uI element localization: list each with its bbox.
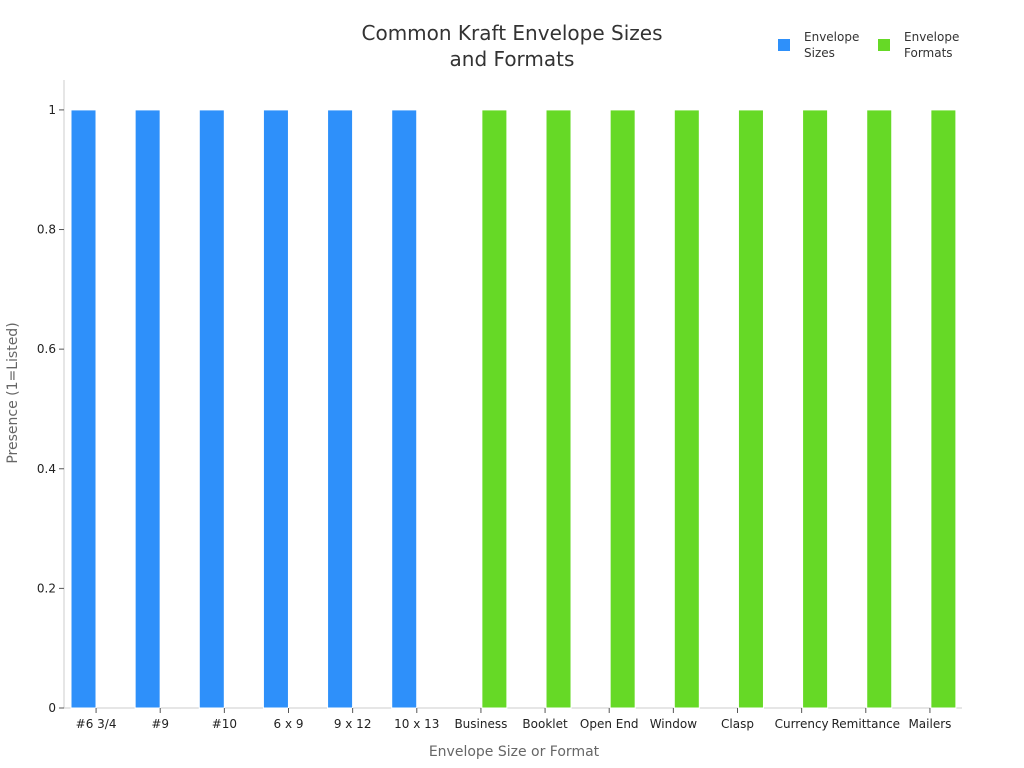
x-tick-label: #9 xyxy=(151,717,169,731)
x-tick-label: Booklet xyxy=(522,717,568,731)
bar-envelope-formats[interactable] xyxy=(737,109,764,709)
chart-title-line-2: and Formats xyxy=(450,47,575,71)
y-tick-label: 0.8 xyxy=(37,223,56,237)
x-tick-label: 10 x 13 xyxy=(394,717,439,731)
legend-label-envelope-sizes-line-1: Envelope xyxy=(804,30,859,44)
x-tick-label: Mailers xyxy=(908,717,951,731)
bar-envelope-sizes[interactable] xyxy=(198,109,225,709)
x-tick-label: Window xyxy=(650,717,698,731)
bar-envelope-formats[interactable] xyxy=(802,109,829,709)
x-tick-label: Remittance xyxy=(832,717,901,731)
chart-title-line-1: Common Kraft Envelope Sizes xyxy=(362,21,663,45)
y-tick-label: 0.6 xyxy=(37,342,56,356)
x-axis-ticks: #6 3/4 #9 #10 6 x 9 9 x 12 10 x 13 Business Boo… xyxy=(76,708,951,731)
chart-title: Common Kraft Envelope Sizes and Formats xyxy=(362,21,663,71)
y-tick-label: 1 xyxy=(48,103,56,117)
x-tick-label: #6 3/4 xyxy=(76,717,117,731)
bar-envelope-formats[interactable] xyxy=(481,109,508,709)
bar-envelope-sizes[interactable] xyxy=(391,109,418,709)
x-axis-title: Envelope Size or Format xyxy=(429,744,600,760)
bar-envelope-formats[interactable] xyxy=(673,109,700,709)
bar-envelope-formats[interactable] xyxy=(866,109,893,709)
y-tick-label: 0.4 xyxy=(37,462,56,476)
y-axis-title: Presence (1=Listed) xyxy=(5,322,21,463)
bar-envelope-formats[interactable] xyxy=(930,109,957,709)
legend-label-envelope-formats-line-1: Envelope xyxy=(904,30,959,44)
bar-envelope-sizes[interactable] xyxy=(262,109,289,709)
bar-envelope-formats[interactable] xyxy=(609,109,636,709)
legend-label-envelope-formats-line-2: Formats xyxy=(904,46,953,60)
legend-swatch-envelope-sizes[interactable] xyxy=(778,39,790,51)
x-tick-label: Currency xyxy=(775,717,829,731)
bar-envelope-sizes[interactable] xyxy=(134,109,161,709)
bars xyxy=(70,109,957,709)
x-tick-label: 9 x 12 xyxy=(334,717,372,731)
bar-envelope-sizes[interactable] xyxy=(70,109,97,709)
legend-label-envelope-sizes-line-2: Sizes xyxy=(804,46,835,60)
legend-swatch-envelope-formats[interactable] xyxy=(878,39,890,51)
y-tick-label: 0.2 xyxy=(37,581,56,595)
legend: Envelope Sizes Envelope Formats xyxy=(778,30,959,60)
x-tick-label: Business xyxy=(454,717,507,731)
x-tick-label: #10 xyxy=(212,717,237,731)
x-tick-label: Clasp xyxy=(721,717,754,731)
x-tick-label: Open End xyxy=(580,717,639,731)
y-tick-label: 0 xyxy=(48,701,56,715)
bar-envelope-sizes[interactable] xyxy=(327,109,354,709)
y-axis-ticks: 0 0.2 0.4 0.6 0.8 1 xyxy=(37,103,64,715)
bar-envelope-formats[interactable] xyxy=(545,109,572,709)
x-tick-label: 6 x 9 xyxy=(274,717,304,731)
